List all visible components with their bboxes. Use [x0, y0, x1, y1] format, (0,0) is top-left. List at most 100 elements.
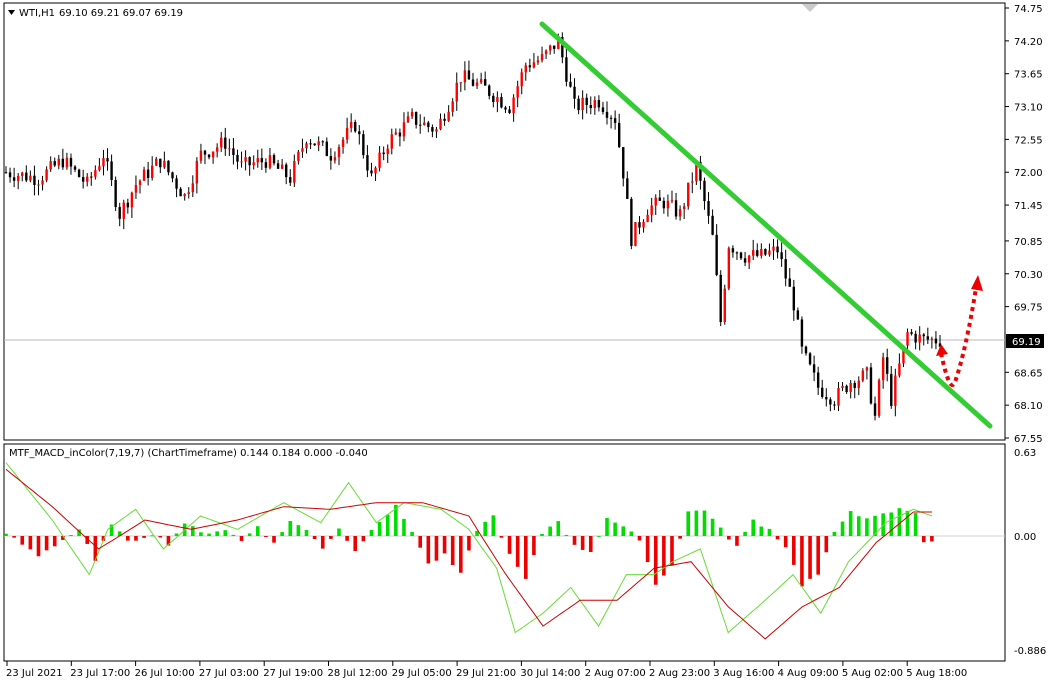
- candle-body: [65, 157, 69, 168]
- indicator-tick-label: 0.63: [1014, 448, 1036, 459]
- candle-body: [800, 319, 804, 347]
- histogram-bar: [475, 530, 479, 536]
- candle-body: [199, 150, 203, 161]
- candle-body: [191, 183, 194, 193]
- histogram-bar: [280, 532, 284, 536]
- histogram-bar: [134, 536, 138, 541]
- candle-body: [325, 141, 329, 156]
- candle-body: [90, 176, 93, 178]
- histogram-bar: [637, 536, 642, 541]
- histogram-bar: [109, 524, 114, 536]
- candle-body: [865, 367, 869, 371]
- candle-body: [419, 124, 422, 126]
- candle-body: [638, 222, 641, 228]
- candle-body: [289, 177, 292, 183]
- candle-body: [938, 343, 942, 347]
- histogram-bar: [727, 536, 731, 540]
- histogram-bar: [207, 533, 211, 536]
- candle-body: [276, 163, 280, 169]
- candle-body: [386, 148, 389, 155]
- candle-body: [402, 122, 406, 137]
- candle-body: [626, 178, 629, 199]
- histogram-bar: [385, 514, 390, 536]
- candle-body: [285, 164, 288, 178]
- price-tick-label: 71.45: [1014, 201, 1043, 212]
- price-axis[interactable]: 74.75 74.20 73.65 73.10 72.55 72.00 71.45 70.85…: [1005, 4, 1043, 445]
- time-tick-label: 2 Aug 07:00: [585, 668, 646, 679]
- chart-menu-triangle-icon[interactable]: [8, 10, 15, 15]
- candle-body: [833, 404, 836, 406]
- histogram-bar: [605, 518, 609, 536]
- candle-body: [423, 122, 426, 126]
- indicator-pane[interactable]: [3, 443, 1006, 662]
- projection-arrow: [936, 275, 983, 388]
- histogram-bar: [523, 536, 528, 579]
- candle-body: [362, 134, 365, 156]
- candle-body: [12, 177, 16, 181]
- candle-body: [792, 286, 796, 311]
- candle-body: [504, 107, 507, 110]
- histogram-bar: [540, 533, 544, 536]
- histogram-bar: [597, 535, 601, 537]
- candle-body: [812, 364, 816, 373]
- histogram-bar: [426, 536, 431, 564]
- candle-body: [910, 332, 913, 334]
- candle-body: [106, 158, 109, 162]
- candle-body: [211, 151, 215, 158]
- time-tick-label: 5 Aug 18:00: [906, 668, 967, 679]
- candle-body: [666, 200, 670, 209]
- candle-body: [333, 157, 337, 161]
- candle-body: [674, 200, 678, 217]
- candle-body: [224, 137, 227, 149]
- macd-line: [5, 462, 933, 634]
- candle-body: [613, 118, 617, 123]
- histogram-bar: [353, 536, 358, 551]
- candle-body: [29, 175, 32, 181]
- candle-body: [565, 57, 568, 82]
- indicator-axis[interactable]: 0.63 0.00 -0.886: [1014, 448, 1046, 657]
- candle-body: [890, 373, 893, 406]
- time-axis[interactable]: 23 Jul 2021 23 Jul 17:00 26 Jul 10:00 27 Ju…: [6, 661, 967, 679]
- candle-body: [662, 200, 666, 209]
- histogram-bar: [150, 535, 154, 537]
- candle-body: [134, 184, 138, 193]
- histogram-bar: [775, 536, 780, 540]
- histogram-bar: [126, 536, 130, 541]
- candle-body: [569, 81, 572, 87]
- price-pane[interactable]: [3, 2, 1006, 441]
- candle-body: [528, 65, 532, 68]
- candle-body: [236, 155, 239, 162]
- histogram-bar: [337, 528, 341, 536]
- candle-body: [711, 215, 714, 235]
- histogram-bar: [767, 528, 772, 536]
- time-tick-label: 29 Jul 05:00: [392, 668, 452, 679]
- histogram-bar: [28, 536, 33, 550]
- candle-body: [780, 252, 783, 260]
- candle-body: [825, 396, 828, 400]
- candle-body: [727, 248, 731, 289]
- histogram-bar: [694, 510, 699, 536]
- candle-body: [841, 385, 844, 388]
- candle-body: [293, 160, 296, 183]
- time-tick-label: 28 Jul 12:00: [328, 668, 388, 679]
- candle-body: [337, 146, 341, 158]
- candle-body: [658, 197, 661, 201]
- candle-body: [483, 79, 487, 86]
- candle-body: [488, 85, 491, 96]
- one-click-triangle-icon[interactable]: [802, 4, 818, 12]
- price-box: [1006, 334, 1044, 348]
- histogram-bar: [272, 536, 276, 543]
- time-tick-label: 23 Jul 17:00: [70, 668, 130, 679]
- trendline[interactable]: [539, 21, 993, 429]
- candle-body: [715, 234, 718, 275]
- histogram-bar: [921, 536, 926, 543]
- histogram-bar: [101, 536, 106, 541]
- candle-body: [150, 165, 154, 179]
- candle-body: [455, 82, 458, 102]
- histogram-bar: [329, 536, 333, 539]
- histogram-bar: [377, 522, 382, 536]
- candle-body: [451, 101, 454, 112]
- candle-body: [163, 160, 166, 168]
- candle-body: [215, 147, 219, 152]
